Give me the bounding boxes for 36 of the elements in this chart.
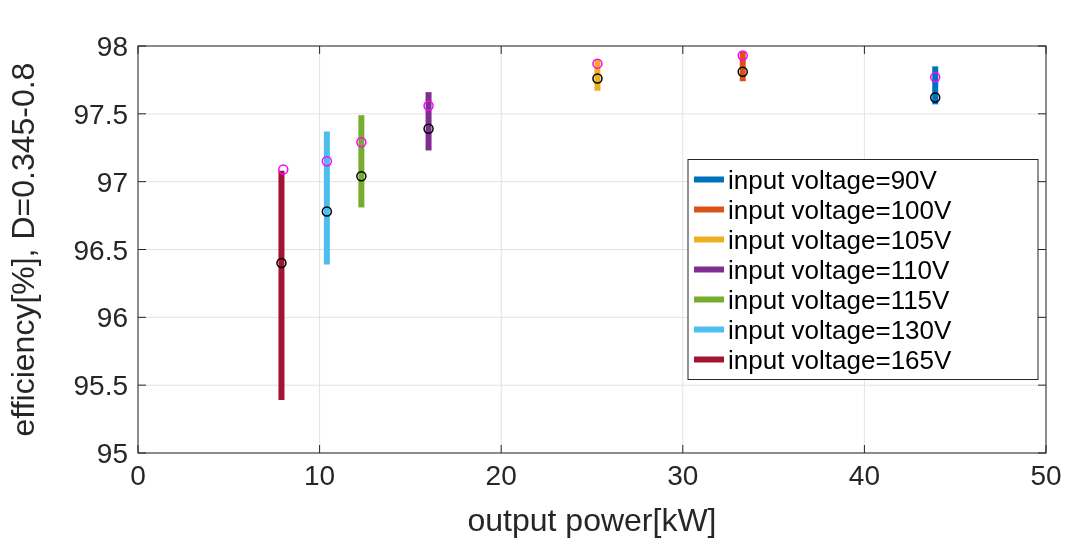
y-tick-label: 97.5 — [73, 98, 128, 130]
legend-label: input voltage=165V — [728, 344, 953, 375]
point — [929, 92, 941, 103]
point — [592, 58, 603, 69]
point — [356, 137, 367, 148]
x-tick-label: 30 — [667, 460, 699, 491]
point — [737, 50, 748, 61]
y-tick-label: 95.5 — [73, 370, 128, 402]
legend-label: input voltage=110V — [728, 254, 951, 285]
x-tick-label: 50 — [1030, 460, 1062, 491]
point — [278, 164, 289, 175]
x-tick-label: 20 — [485, 460, 517, 491]
y-axis-title: efficiency[%], D=0.345-0.8 — [5, 62, 41, 437]
point — [423, 123, 434, 135]
legend-label: input voltage=100V — [728, 194, 953, 225]
x-tick-label: 10 — [304, 460, 336, 491]
y-tick-label: 95 — [96, 438, 128, 469]
legend-label: input voltage=130V — [728, 314, 953, 345]
point — [929, 71, 941, 83]
y-tick-label: 96 — [96, 302, 128, 334]
point — [423, 100, 434, 111]
point — [737, 66, 748, 78]
legend-label: input voltage=105V — [728, 224, 953, 255]
point — [276, 257, 287, 269]
legend-label: input voltage=90V — [728, 164, 938, 195]
x-axis-title: output power[kW] — [467, 502, 717, 538]
point — [356, 170, 367, 182]
x-tick-label: 0 — [130, 460, 146, 491]
y-tick-label: 98 — [96, 31, 128, 62]
point — [321, 206, 333, 217]
legend-label: input voltage=115V — [728, 284, 951, 315]
x-tick-label: 40 — [848, 460, 880, 491]
y-tick-label: 96.5 — [73, 234, 128, 266]
point — [321, 156, 333, 167]
point — [592, 73, 603, 84]
y-tick-label: 97 — [96, 166, 128, 198]
